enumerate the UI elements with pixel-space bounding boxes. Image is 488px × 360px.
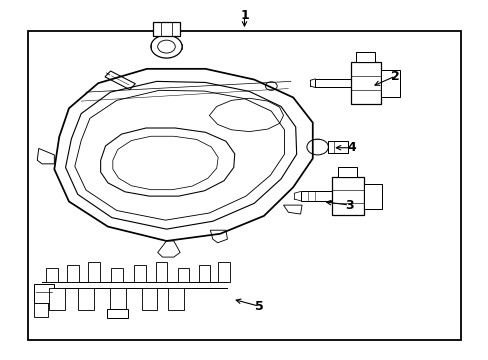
Bar [111, 267, 122, 282]
Bar [34, 303, 47, 317]
Bar [331, 177, 363, 215]
Bar [198, 265, 210, 282]
Text: 2: 2 [390, 69, 399, 82]
Bar [363, 184, 382, 209]
Text: 4: 4 [346, 141, 355, 154]
Bar [315, 79, 351, 87]
Bar [300, 192, 331, 201]
Bar [153, 22, 180, 36]
Bar [156, 262, 167, 282]
Bar [110, 288, 125, 310]
Text: 1: 1 [240, 9, 248, 22]
Bar [328, 140, 347, 153]
Bar [177, 267, 189, 282]
Bar [78, 288, 94, 310]
Bar [49, 288, 64, 310]
Bar [350, 62, 380, 104]
Bar [218, 262, 229, 282]
Bar [67, 265, 79, 282]
Text: 3: 3 [345, 199, 353, 212]
Bar [355, 51, 374, 62]
Bar [88, 262, 100, 282]
Bar [134, 265, 145, 282]
Bar [34, 284, 54, 303]
Bar [107, 309, 128, 318]
Bar [142, 288, 157, 310]
Bar [380, 69, 399, 97]
Bar [337, 167, 356, 177]
Text: 5: 5 [254, 300, 263, 313]
Bar [46, 267, 58, 282]
Bar [168, 288, 183, 310]
Bar [27, 31, 461, 339]
